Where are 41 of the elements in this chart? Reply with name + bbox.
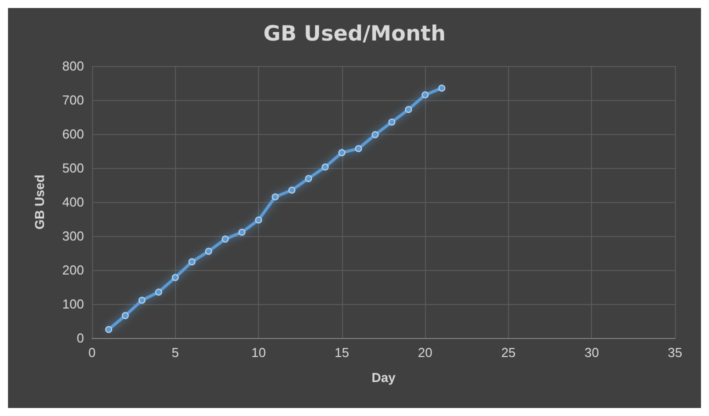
point [105,326,112,333]
y-axis-title: GB Used [32,174,47,230]
point [288,186,296,194]
point [355,145,362,152]
point [388,118,396,126]
point [155,288,162,296]
point [205,248,212,255]
point [272,193,279,200]
point [122,312,129,320]
y-tick-label: 300 [62,228,84,244]
x-tick-label: 30 [584,345,599,360]
y-tick-label: 100 [62,296,84,312]
y-tick-label: 800 [62,58,84,74]
point [404,106,412,114]
point [238,228,246,236]
x-tick-label: 25 [501,345,516,360]
point [138,296,146,304]
chart-title: GB Used/Month [263,22,446,46]
x-tick-label: 35 [668,345,682,360]
y-tick-label: 200 [62,262,84,278]
point [222,236,229,243]
y-tick-label: 400 [62,194,84,210]
x-axis-title: Day [372,370,396,385]
x-tick-label: 10 [251,345,266,360]
x-tick-label: 0 [88,345,96,360]
x-tick-label: 5 [172,345,179,360]
y-tick-label: 700 [62,92,84,108]
point [172,274,179,281]
point [338,149,346,156]
y-tick-label: 600 [62,126,84,142]
point [372,131,379,138]
x-tick-label: 20 [418,345,432,360]
y-tick-label: 500 [62,160,84,176]
point [438,84,446,92]
point [322,163,329,170]
y-tick-label: 0 [76,330,84,346]
point [255,216,262,224]
point [188,258,196,266]
x-tick-label: 15 [334,345,350,360]
point [422,91,429,98]
point [305,175,312,182]
